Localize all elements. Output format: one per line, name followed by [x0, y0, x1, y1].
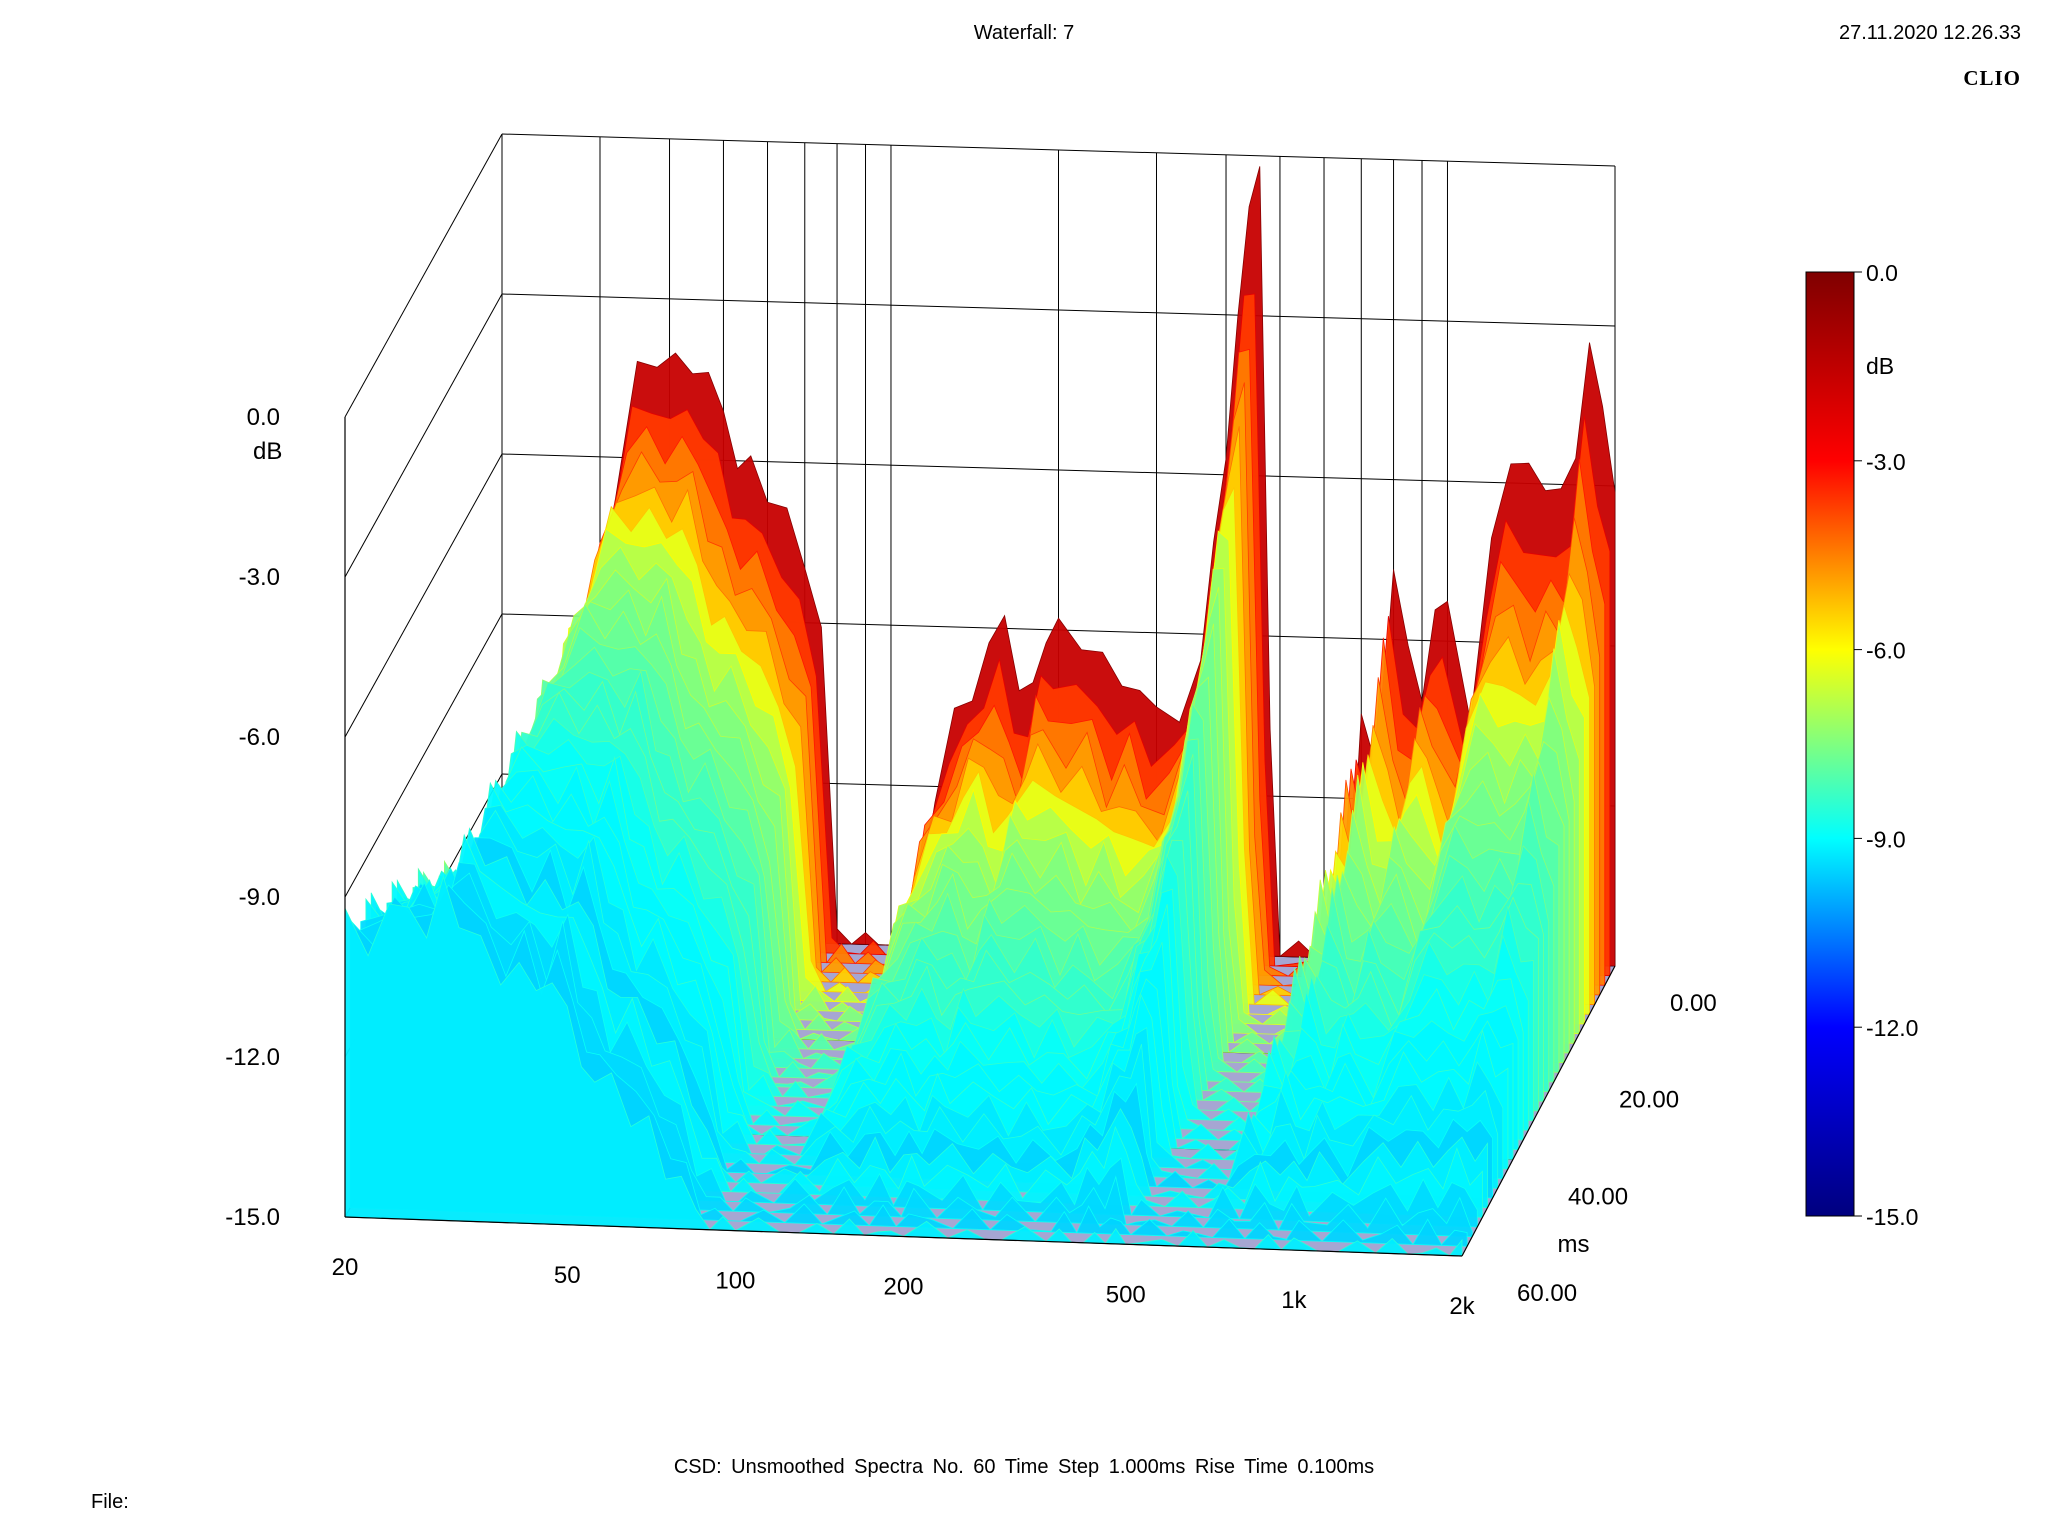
x-tick-label: 1k [1281, 1287, 1307, 1314]
colorbar-label: dB [1866, 353, 1894, 379]
grid-line-horizontal [501, 293, 1616, 327]
time-tick-label: 0.00 [1670, 990, 1717, 1017]
x-tick-label: 100 [715, 1268, 755, 1295]
y-tick-label: -15.0 [225, 1204, 280, 1231]
y-tick-label: 0.0 [247, 404, 280, 431]
grid-line-horizontal [501, 133, 1616, 167]
x-tick-label: 50 [554, 1262, 581, 1289]
waterfall-surface [344, 166, 1616, 1257]
time-tick-label: 20.00 [1619, 1087, 1679, 1114]
x-tick-label: 200 [883, 1274, 923, 1301]
colorbar-scale [1805, 271, 1855, 1217]
plot-frame [344, 417, 1616, 1257]
right-bottom-edge [1461, 965, 1616, 1257]
grid-line-side [344, 453, 503, 738]
time-tick-label: 40.00 [1568, 1183, 1628, 1210]
colorbar: dB 0.0 -3.0 -6.0 -9.0 -12.0 -15.0 [1805, 260, 1918, 1230]
colorbar-tick-label: -9.0 [1866, 826, 1906, 852]
front-bottom-edge [344, 1216, 1463, 1257]
colorbar-tick-label: -6.0 [1866, 638, 1906, 664]
axis-labels: dB ms 0.0 -3.0 -6.0 -9.0 -12.0 -15.0 20 50 100 20… [225, 404, 1716, 1320]
grid-line-side [344, 613, 503, 898]
time-axis-label: ms [1558, 1231, 1590, 1258]
chart-title: Waterfall: 7 [973, 22, 1075, 44]
measurement-datetime: 27.11.2020 12.26.33 [1838, 22, 2021, 44]
brand-logo: CLIO [1963, 66, 2021, 90]
colorbar-tick-label: -12.0 [1866, 1015, 1918, 1041]
y-tick-label: -12.0 [225, 1044, 280, 1071]
time-tick-label: 60.00 [1517, 1280, 1577, 1307]
colorbar-tick-label: -3.0 [1866, 449, 1906, 475]
y-axis-label: dB [253, 438, 282, 465]
x-tick-label: 20 [332, 1254, 359, 1281]
y-tick-label: -6.0 [239, 724, 280, 751]
colorbar-tick-label: 0.0 [1866, 260, 1898, 286]
x-tick-label: 2k [1449, 1293, 1475, 1320]
x-tick-label: 500 [1106, 1281, 1146, 1308]
grid-line-side [344, 133, 503, 418]
colorbar-tick-label: -15.0 [1866, 1204, 1918, 1230]
y-tick-label: -9.0 [239, 884, 280, 911]
grid-line-side [344, 293, 503, 578]
y-tick-label: -3.0 [239, 564, 280, 591]
csd-settings-info: CSD: Unsmoothed Spectra No. 60 Time Step… [673, 1456, 1375, 1478]
file-label: File: [91, 1491, 129, 1513]
